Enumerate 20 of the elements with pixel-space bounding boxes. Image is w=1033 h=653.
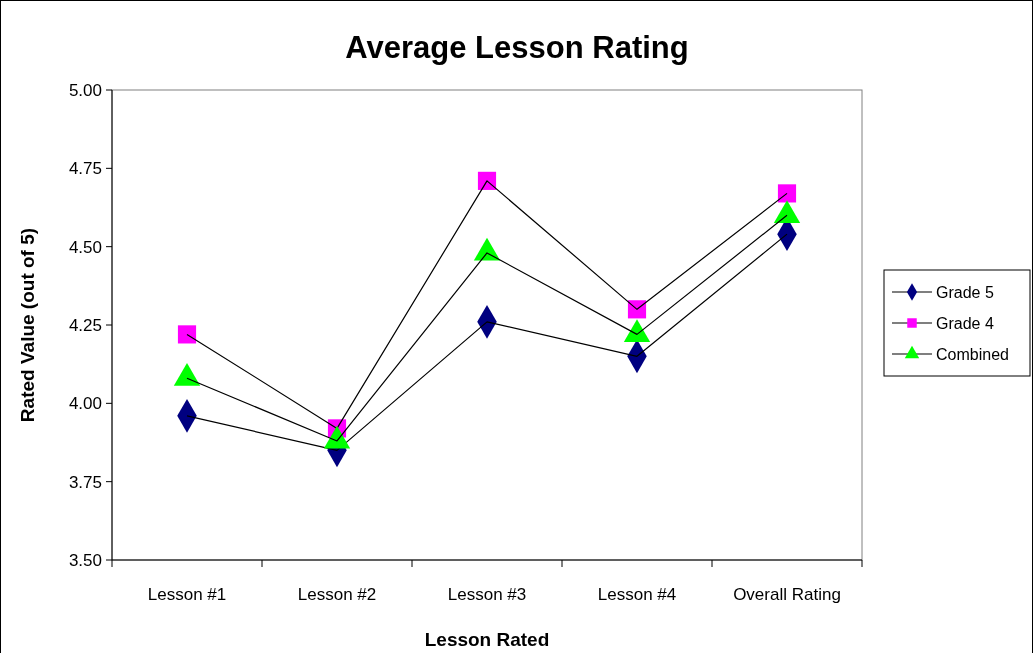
x-tick-label: Lesson #1: [147, 585, 227, 604]
x-axis-title: Lesson Rated: [424, 629, 550, 650]
x-tick-label: Lesson #3: [447, 585, 527, 604]
legend-label: Grade 5: [936, 283, 994, 301]
point: [177, 325, 197, 344]
y-axis-title: Rated Value (out of 5): [17, 227, 38, 423]
legend-label: Combined: [936, 345, 1009, 363]
y-tick-label: 4.25: [68, 315, 102, 335]
legend-label: Grade 4: [936, 314, 994, 332]
x-tick-label: Lesson #2: [297, 585, 377, 604]
y-tick-label: 3.75: [68, 472, 102, 492]
y-tick-label: 4.75: [68, 159, 102, 179]
x-tick-label: Lesson #4: [597, 585, 677, 604]
x-tick-label: Overall Rating: [733, 585, 841, 604]
chart-title: Average Lesson Rating: [345, 30, 689, 65]
y-tick-label: 5.00: [68, 80, 102, 100]
y-tick-label: 3.50: [68, 550, 102, 570]
y-tick-label: 4.00: [68, 394, 102, 414]
y-tick-label: 4.50: [68, 237, 102, 257]
point: [777, 184, 797, 203]
